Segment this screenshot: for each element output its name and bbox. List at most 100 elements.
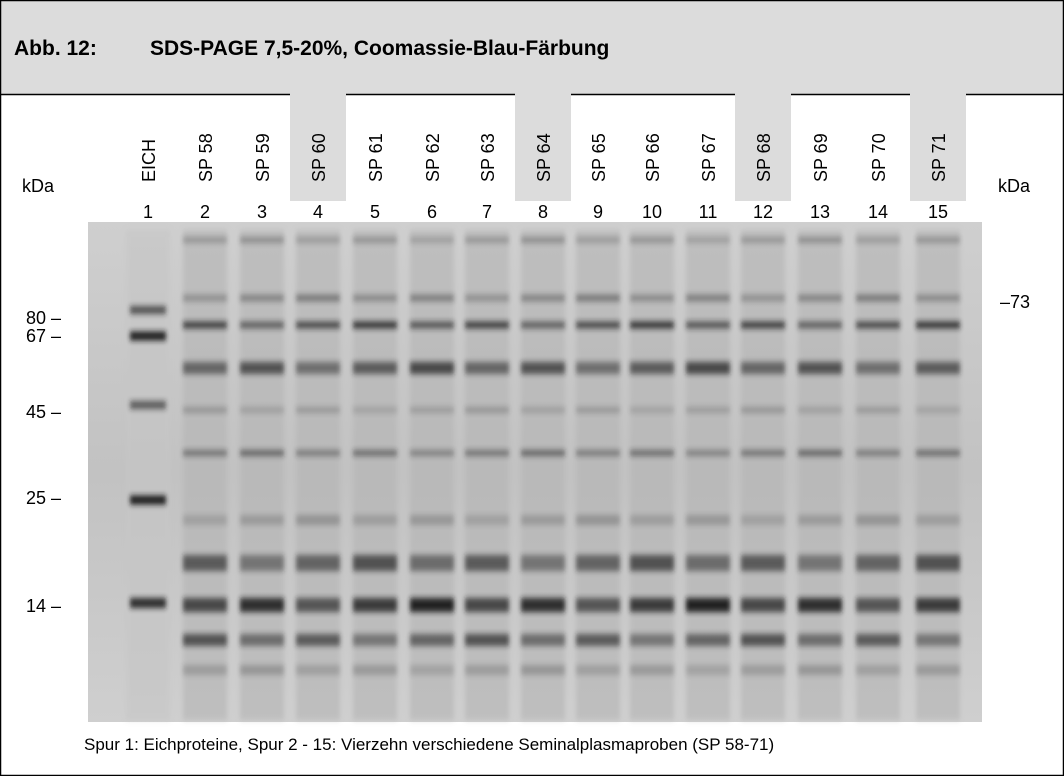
- band: [686, 665, 730, 675]
- band: [296, 515, 340, 525]
- band: [798, 555, 842, 571]
- band: [465, 237, 509, 243]
- band: [856, 598, 900, 612]
- lane-number: 5: [370, 202, 380, 222]
- band: [856, 634, 900, 646]
- band: [183, 634, 227, 646]
- band: [296, 295, 340, 302]
- band: [465, 450, 509, 456]
- band: [240, 295, 284, 302]
- band: [465, 322, 509, 329]
- band: [630, 322, 674, 329]
- band: [353, 407, 397, 413]
- band: [576, 634, 620, 646]
- band: [521, 515, 565, 525]
- band: [686, 634, 730, 646]
- lane: [296, 230, 340, 720]
- band: [296, 598, 340, 612]
- band: [576, 322, 620, 329]
- band: [296, 634, 340, 646]
- band: [521, 634, 565, 646]
- band: [240, 237, 284, 243]
- band: [741, 515, 785, 525]
- lane: [465, 230, 509, 720]
- band: [353, 322, 397, 329]
- band: [630, 555, 674, 571]
- marker-label: 25 –: [26, 488, 61, 508]
- band: [798, 450, 842, 456]
- lane: [686, 230, 730, 720]
- band: [465, 362, 509, 374]
- band: [916, 598, 960, 612]
- band: [183, 237, 227, 243]
- lane-label: SP 70: [869, 133, 889, 182]
- band: [741, 322, 785, 329]
- band: [353, 515, 397, 525]
- band: [521, 555, 565, 571]
- lane-number: 7: [482, 202, 492, 222]
- lane-number: 11: [699, 202, 718, 222]
- band: [798, 362, 842, 374]
- band: [916, 515, 960, 525]
- band: [521, 362, 565, 374]
- band: [353, 634, 397, 646]
- band: [240, 598, 284, 612]
- band: [630, 665, 674, 675]
- lane-label: SP 69: [811, 133, 831, 182]
- band: [240, 665, 284, 675]
- band: [240, 555, 284, 571]
- band: [130, 598, 166, 608]
- lane-label: SP 60: [309, 133, 329, 182]
- band: [521, 295, 565, 302]
- figure-label: Abb. 12:: [14, 37, 97, 60]
- band: [410, 555, 454, 571]
- band: [130, 496, 166, 505]
- lane-label: SP 71: [929, 133, 949, 182]
- marker-label: 14 –: [26, 596, 61, 616]
- figure: Abb. 12: SDS-PAGE 7,5-20%, Coomassie-Bla…: [0, 0, 1064, 776]
- lane: [126, 230, 170, 720]
- band: [798, 598, 842, 612]
- band: [410, 407, 454, 413]
- band: [183, 450, 227, 456]
- band: [130, 401, 166, 409]
- figure-title: SDS-PAGE 7,5-20%, Coomassie-Blau-Färbung: [150, 37, 609, 60]
- band: [465, 555, 509, 571]
- band: [856, 295, 900, 302]
- marker-label: –73: [1000, 292, 1030, 312]
- band: [916, 295, 960, 302]
- lane-label: EICH: [139, 139, 159, 182]
- marker-label: 45 –: [26, 402, 61, 422]
- band: [130, 332, 166, 341]
- lane-number: 6: [427, 202, 437, 222]
- band: [916, 450, 960, 456]
- band: [576, 555, 620, 571]
- band: [686, 515, 730, 525]
- band: [576, 665, 620, 675]
- lane-number: 8: [538, 202, 548, 222]
- band: [410, 515, 454, 525]
- band: [686, 362, 730, 374]
- band: [686, 450, 730, 456]
- band: [741, 407, 785, 413]
- band: [686, 555, 730, 571]
- band: [741, 665, 785, 675]
- band: [410, 295, 454, 302]
- lane: [741, 230, 785, 720]
- band: [353, 665, 397, 675]
- band: [856, 322, 900, 329]
- band: [576, 598, 620, 612]
- band: [916, 634, 960, 646]
- band: [798, 634, 842, 646]
- band: [240, 450, 284, 456]
- band: [183, 362, 227, 374]
- band: [130, 306, 166, 314]
- band: [296, 450, 340, 456]
- band: [686, 322, 730, 329]
- band: [741, 295, 785, 302]
- band: [576, 237, 620, 243]
- band: [240, 407, 284, 413]
- band: [798, 237, 842, 243]
- band: [856, 515, 900, 525]
- lane: [916, 230, 960, 720]
